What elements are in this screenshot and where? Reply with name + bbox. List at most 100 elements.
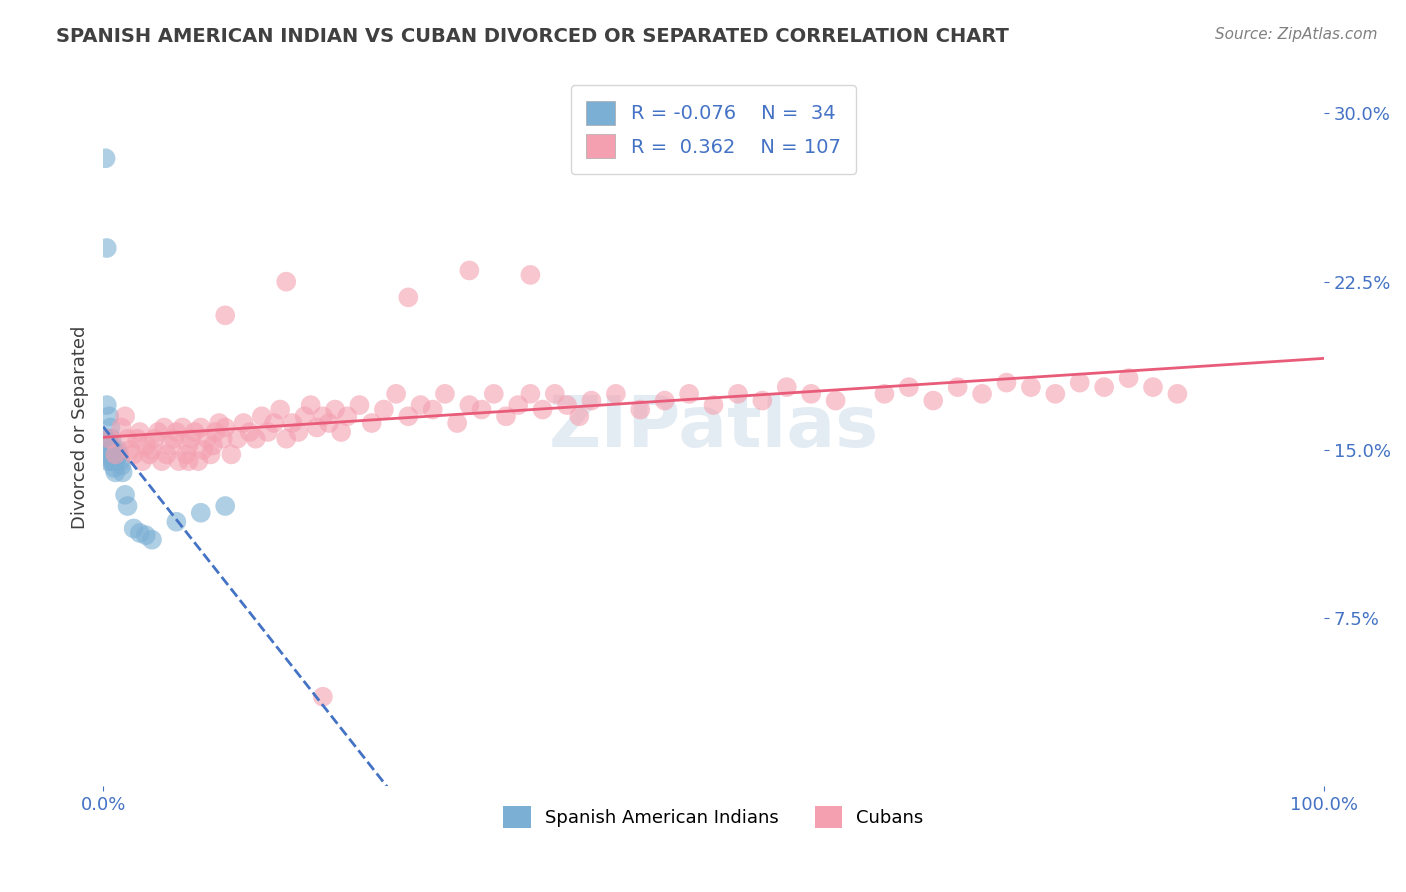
Point <box>360 416 382 430</box>
Point <box>110 420 132 434</box>
Point <box>163 432 186 446</box>
Point <box>122 521 145 535</box>
Point <box>1019 380 1042 394</box>
Point <box>110 454 132 468</box>
Point <box>100 442 122 457</box>
Y-axis label: Divorced or Separated: Divorced or Separated <box>72 326 89 529</box>
Point <box>508 398 530 412</box>
Point <box>245 432 267 446</box>
Point <box>312 409 335 424</box>
Point <box>208 416 231 430</box>
Point <box>628 402 651 417</box>
Point <box>1166 387 1188 401</box>
Point <box>107 442 129 457</box>
Point <box>276 432 298 446</box>
Point <box>458 263 481 277</box>
Point <box>211 432 233 446</box>
Point <box>1045 387 1067 401</box>
Point <box>396 409 419 424</box>
Point <box>131 454 153 468</box>
Point <box>422 402 444 417</box>
Point <box>446 416 468 430</box>
Point <box>922 393 945 408</box>
Point <box>678 387 700 401</box>
Point <box>101 454 124 468</box>
Point <box>98 409 121 424</box>
Point <box>108 447 131 461</box>
Point <box>318 416 340 430</box>
Point <box>214 308 236 322</box>
Point <box>970 387 993 401</box>
Point <box>800 387 823 401</box>
Legend: Spanish American Indians, Cubans: Spanish American Indians, Cubans <box>496 798 931 835</box>
Point <box>104 466 127 480</box>
Point <box>605 387 627 401</box>
Point <box>97 454 120 468</box>
Point <box>153 420 176 434</box>
Point <box>702 398 724 412</box>
Point <box>323 402 346 417</box>
Point <box>1069 376 1091 390</box>
Point <box>117 432 139 446</box>
Point <box>336 409 359 424</box>
Point <box>100 432 122 446</box>
Point <box>276 275 298 289</box>
Point <box>141 442 163 457</box>
Point <box>146 425 169 439</box>
Point <box>118 442 141 457</box>
Point <box>200 447 222 461</box>
Point <box>98 447 121 461</box>
Point <box>96 241 118 255</box>
Point <box>155 447 177 461</box>
Point <box>263 416 285 430</box>
Point <box>1092 380 1115 394</box>
Point <box>396 290 419 304</box>
Point <box>226 432 249 446</box>
Point <box>995 376 1018 390</box>
Point <box>98 432 121 446</box>
Point <box>201 438 224 452</box>
Point <box>98 432 121 446</box>
Point <box>214 420 236 434</box>
Point <box>1118 371 1140 385</box>
Point <box>349 398 371 412</box>
Point <box>195 432 218 446</box>
Point <box>269 402 291 417</box>
Text: SPANISH AMERICAN INDIAN VS CUBAN DIVORCED OR SEPARATED CORRELATION CHART: SPANISH AMERICAN INDIAN VS CUBAN DIVORCE… <box>56 27 1010 45</box>
Point <box>143 432 166 446</box>
Text: Source: ZipAtlas.com: Source: ZipAtlas.com <box>1215 27 1378 42</box>
Point <box>544 387 567 401</box>
Point <box>373 402 395 417</box>
Point <box>946 380 969 394</box>
Point <box>103 442 125 457</box>
Point <box>654 393 676 408</box>
Point <box>1142 380 1164 394</box>
Point <box>172 420 194 434</box>
Point <box>141 533 163 547</box>
Point <box>104 454 127 468</box>
Point <box>117 499 139 513</box>
Point <box>482 387 505 401</box>
Point <box>104 447 127 461</box>
Point <box>232 416 254 430</box>
Point <box>127 432 149 446</box>
Point <box>531 402 554 417</box>
Point <box>330 425 353 439</box>
Point <box>128 425 150 439</box>
Point <box>105 447 128 461</box>
Point <box>471 402 494 417</box>
Point <box>114 409 136 424</box>
Point <box>110 458 132 473</box>
Point <box>165 425 187 439</box>
Point <box>305 420 328 434</box>
Point <box>165 515 187 529</box>
Point <box>495 409 517 424</box>
Point <box>159 438 181 452</box>
Point <box>100 438 122 452</box>
Point <box>299 398 322 412</box>
Point <box>409 398 432 412</box>
Point <box>519 268 541 282</box>
Point <box>96 398 118 412</box>
Point <box>458 398 481 412</box>
Point <box>257 425 280 439</box>
